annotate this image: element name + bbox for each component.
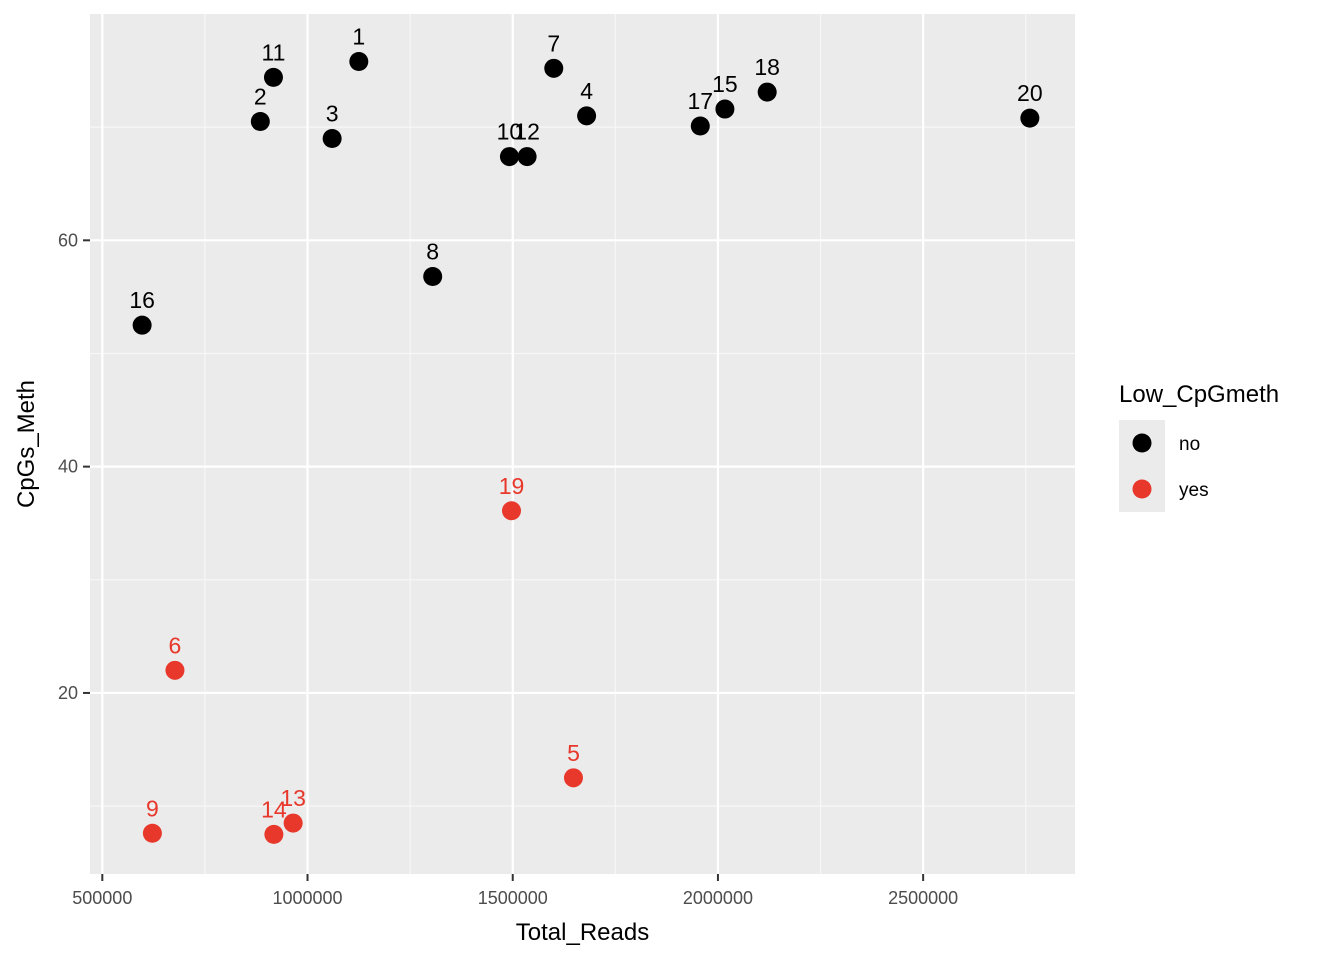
y-tick-label: 40 [58, 457, 78, 477]
x-tick-label: 2500000 [888, 888, 958, 908]
data-label-19: 19 [499, 473, 525, 499]
x-tick-label: 500000 [72, 888, 132, 908]
data-point-3 [322, 128, 342, 148]
data-label-18: 18 [754, 54, 780, 80]
data-point-11 [263, 67, 283, 87]
data-point-14 [264, 824, 284, 844]
data-point-12 [517, 147, 537, 167]
x-tick-label: 1000000 [272, 888, 342, 908]
data-point-8 [423, 267, 443, 287]
legend-swatch-no [1132, 433, 1152, 453]
legend-items: no yes [1119, 420, 1209, 512]
y-tick-label: 20 [58, 683, 78, 703]
data-point-19 [501, 501, 521, 521]
data-label-5: 5 [567, 740, 580, 766]
data-label-6: 6 [169, 632, 182, 658]
legend-label-no: no [1179, 434, 1200, 455]
data-label-9: 9 [146, 795, 159, 821]
y-tick-label: 60 [58, 230, 78, 250]
legend: Low_CpGmeth no yes [1119, 381, 1279, 512]
data-point-13 [283, 813, 303, 833]
data-point-18 [757, 82, 777, 102]
data-point-2 [250, 112, 270, 131]
legend-swatch-yes [1132, 479, 1152, 499]
data-label-7: 7 [547, 30, 560, 56]
data-label-13: 13 [280, 785, 306, 811]
data-point-15 [715, 99, 735, 119]
data-label-15: 15 [712, 71, 738, 97]
data-label-3: 3 [326, 100, 339, 126]
data-point-20 [1020, 108, 1040, 128]
grid-minor [90, 14, 1075, 874]
y-axis-title: CpGs_Meth [13, 380, 40, 508]
legend-label-yes: yes [1179, 480, 1209, 501]
data-label-14: 14 [261, 796, 287, 822]
data-label-1: 1 [352, 24, 365, 50]
x-tick-label: 2000000 [683, 888, 753, 908]
data-label-10: 10 [497, 119, 523, 145]
data-label-20: 20 [1017, 80, 1043, 106]
plot-panel [90, 14, 1075, 874]
data-point-9 [142, 823, 162, 843]
x-axis: 500000 1000000 1500000 2000000 2500000 [72, 874, 958, 908]
data-point-4 [577, 106, 597, 126]
data-label-8: 8 [426, 239, 439, 265]
data-points [132, 52, 1040, 844]
data-point-5 [563, 768, 583, 788]
data-label-11: 11 [262, 39, 286, 65]
data-label-12: 12 [514, 119, 540, 145]
x-tick-label: 1500000 [478, 888, 548, 908]
data-label-4: 4 [580, 78, 593, 104]
data-point-6 [165, 660, 185, 680]
data-point-1 [349, 52, 369, 72]
data-point-16 [132, 315, 152, 335]
data-point-7 [544, 58, 564, 78]
data-point-17 [690, 116, 710, 136]
x-axis-title: Total_Reads [516, 919, 649, 946]
data-label-16: 16 [129, 287, 155, 313]
y-axis: 20 40 60 [58, 230, 90, 703]
legend-title: Low_CpGmeth [1119, 381, 1279, 408]
data-label-17: 17 [687, 88, 713, 114]
data-point-10 [499, 147, 519, 167]
data-label-2: 2 [254, 84, 267, 110]
